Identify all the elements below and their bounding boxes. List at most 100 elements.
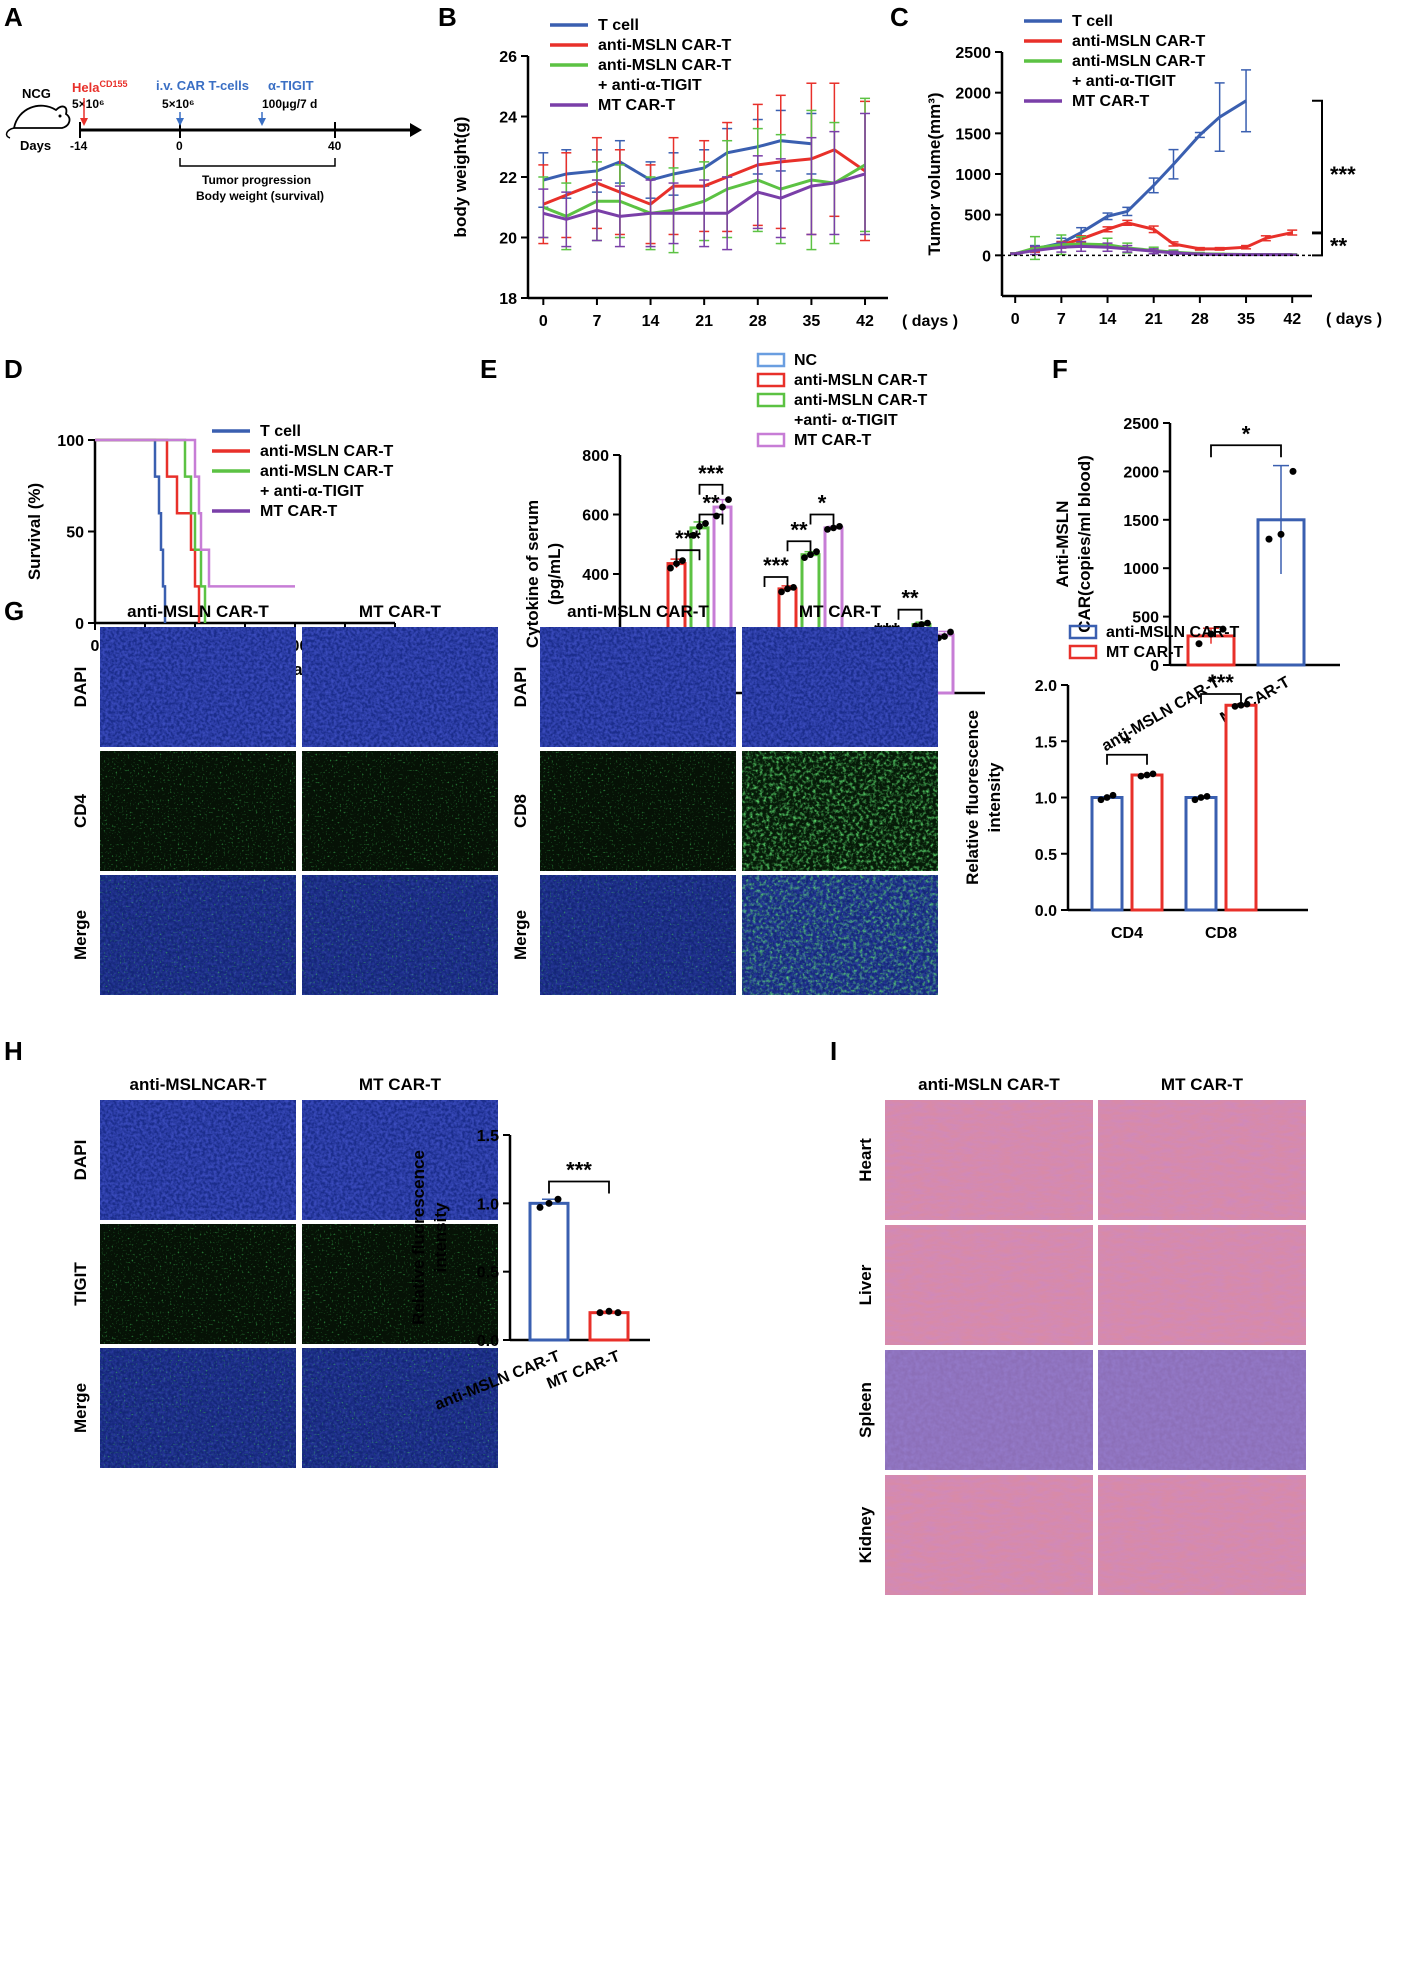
mouse-strain-label: NCG (22, 86, 51, 101)
bar (1130, 773, 1164, 912)
significance-bracket (1312, 99, 1323, 234)
y-tick-label: 2000 (1123, 464, 1159, 481)
significance-bracket (763, 576, 789, 587)
y-tick-label: 24 (499, 110, 517, 127)
significance-label: *** (698, 461, 724, 486)
data-point (596, 1309, 604, 1317)
y-tick-label: 0 (75, 616, 84, 633)
x-tick-label: 0 (91, 638, 100, 655)
legend-label: T cell (1072, 13, 1113, 30)
row-label: Kidney (856, 1506, 875, 1563)
progression-label: Body weight (survival) (196, 189, 324, 203)
significance-label: *** (763, 553, 789, 578)
significance-bracket (1200, 693, 1242, 704)
y-tick-label: 500 (1132, 610, 1159, 627)
data-point (1243, 700, 1251, 708)
series-line (542, 172, 866, 221)
legend-label: anti-MSLN CAR-T (598, 37, 732, 54)
y-axis-label: Survival (%) (25, 483, 44, 580)
legend-label: MT CAR-T (260, 503, 338, 520)
progression-bracket (179, 158, 336, 167)
data-point (790, 583, 797, 591)
micrograph-texture (100, 1348, 296, 1468)
significance-label: * (818, 491, 827, 516)
y-tick-label: 50 (66, 525, 84, 542)
significance-bracket (1210, 444, 1282, 458)
mouse-icon (5, 104, 71, 139)
micrograph-texture (885, 1225, 1093, 1345)
column-header: anti-MSLN CAR-T (567, 602, 709, 621)
significance-label: ** (702, 491, 720, 516)
data-point (1231, 702, 1239, 710)
significance-label: ** (790, 517, 808, 542)
data-point (725, 496, 732, 504)
panel-letter: G (4, 596, 24, 626)
row-label: Merge (71, 1383, 90, 1433)
car-t-dose: 5×10⁶ (162, 97, 195, 111)
data-point (1103, 794, 1111, 801)
panel-g: G anti-MSLN CAR-T MT CAR-TDAPICD4Mergeant… (4, 596, 1308, 995)
series-line (1014, 244, 1293, 257)
row-label: CD4 (71, 793, 90, 828)
panel-letter: C (890, 2, 909, 32)
significance-label: *** (1208, 670, 1234, 695)
data-point (813, 548, 820, 556)
data-point (1203, 792, 1211, 800)
micrograph-texture (100, 751, 296, 871)
column-header: MT CAR-T (359, 1075, 442, 1094)
panel-letter: H (4, 1036, 23, 1066)
significance-bracket (786, 540, 812, 552)
y-tick-label: 1.5 (1035, 734, 1057, 751)
y-tick-label: 1500 (1123, 513, 1159, 530)
row-label: Heart (856, 1138, 875, 1182)
data-point (1097, 796, 1105, 804)
survival-curve (95, 438, 167, 623)
x-tick-label: 14 (1099, 311, 1117, 328)
column-header: MT CAR-T (1161, 1075, 1244, 1094)
panel-h: H anti-MSLNCAR-T MT CAR-T DAPI TIGIT Merge 0… (4, 1036, 650, 1468)
data-point (1265, 535, 1273, 543)
chart-b: 18 20 22 24 26 0 7 14 21 28 35 42 body weight(g) ( da… (451, 17, 958, 330)
y-tick-label: 18 (499, 291, 517, 308)
panel-letter: B (438, 2, 457, 32)
significance-bracket (675, 549, 701, 561)
timeline-arrowhead (410, 123, 422, 137)
data-point (778, 588, 785, 596)
x-tick-label: 42 (856, 313, 874, 330)
legend-label: MT CAR-T (794, 432, 872, 449)
legend-swatch (756, 372, 786, 388)
significance-bracket (698, 513, 724, 525)
survival-curve (95, 438, 207, 623)
legend-label: anti-MSLN CAR-T (260, 443, 394, 460)
x-tick-label: 28 (1191, 311, 1209, 328)
data-point (679, 557, 686, 565)
panel-letter: D (4, 354, 23, 384)
y-axis-label: body weight(g) (451, 117, 470, 238)
y-tick-label: 1000 (1123, 561, 1159, 578)
row-label: TIGIT (71, 1262, 90, 1306)
data-point (702, 520, 709, 527)
x-tick-label: 35 (803, 313, 821, 330)
data-point (1195, 640, 1203, 648)
y-tick-label: 500 (964, 208, 991, 225)
data-point (605, 1307, 613, 1315)
chart-f: 0 500 1000 1500 2000 2500 Anti-MSLN CAR(copies/… (1053, 416, 1340, 755)
micrograph-texture (100, 875, 296, 995)
data-point (614, 1309, 622, 1317)
y-tick-label: 2.0 (1035, 678, 1057, 695)
row-label: DAPI (71, 667, 90, 708)
row-label: Merge (71, 910, 90, 960)
legend-label: MT CAR-T (598, 97, 676, 114)
data-point (690, 531, 697, 539)
y-tick-label: 1.0 (477, 1196, 499, 1213)
micrograph-texture (302, 875, 498, 995)
x-tick-label: 0 (1011, 311, 1020, 328)
x-tick-label: 28 (749, 313, 767, 330)
y-tick-label: 1.0 (1035, 791, 1057, 808)
micrograph-texture (1098, 1225, 1306, 1345)
panel-letter: F (1052, 354, 1068, 384)
micrograph-texture (742, 875, 938, 995)
data-point (1207, 630, 1215, 638)
y-tick-label: 1.5 (477, 1128, 499, 1145)
data-point (941, 633, 948, 640)
